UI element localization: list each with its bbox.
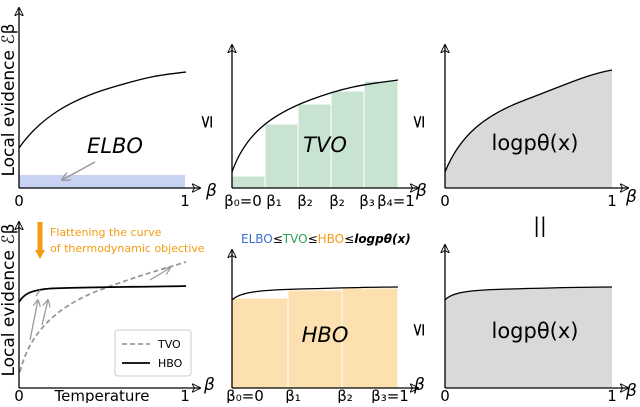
x-tick: β₁ — [266, 192, 282, 210]
tvo-curve — [19, 261, 187, 373]
y-label: Local evidence ℰβ — [0, 223, 19, 376]
x-tick: β₁ — [285, 387, 301, 403]
op: ≤ — [273, 232, 283, 246]
annotation: Flattening the curve — [50, 226, 162, 239]
x-tick: β₂ — [329, 192, 345, 210]
equals: || — [533, 213, 546, 237]
panel-bottom-middle: ELBO≤TVO≤HBO≤logpθ(x) HBO β₀=0 β₁ β₂ β₃=… — [226, 232, 425, 405]
op: ≤ — [344, 232, 354, 246]
term: ELBO — [241, 232, 273, 246]
arrow — [149, 268, 170, 281]
x-tick: β₂ — [337, 387, 353, 403]
x-label: β — [203, 375, 215, 395]
x-tick: β₄=1 — [377, 192, 415, 210]
y-label: Local evidence ℰβ — [0, 23, 19, 176]
label: logpθ(x) — [491, 131, 578, 155]
legend-entry: TVO — [157, 338, 181, 351]
panel-bottom-right: ≤ logpθ(x) 0 1 β — [408, 245, 637, 405]
arrow — [41, 300, 48, 326]
x-title: Temperature — [53, 387, 149, 403]
panel-top-left: Local evidence ℰβ ELBO 0 1 β — [0, 8, 217, 210]
x-tick: 0 — [14, 387, 24, 403]
label: HBO — [302, 323, 349, 347]
bars — [231, 80, 399, 189]
hbo-curve — [18, 285, 187, 303]
x-label: β — [415, 181, 427, 201]
relation: ≤ — [408, 322, 429, 337]
arrow — [29, 300, 38, 341]
x-tick: 0 — [14, 192, 24, 210]
x-label: β — [205, 181, 217, 201]
legend-entry: HBO — [158, 357, 183, 370]
elbo-band — [19, 175, 185, 188]
term: TVO — [282, 232, 308, 246]
panel-bottom-left: Local evidence ℰβ Flattening the curve o… — [0, 222, 215, 405]
x-tick: 1 — [607, 192, 617, 210]
x-label: β — [625, 187, 637, 207]
orange-arrow-head — [35, 250, 45, 259]
label: TVO — [303, 133, 347, 157]
x-tick: 1 — [180, 192, 190, 210]
x-tick: β₂ — [297, 192, 313, 210]
x-tick: 1 — [180, 387, 190, 403]
curve — [18, 71, 187, 149]
area — [445, 70, 612, 188]
label: logpθ(x) — [491, 319, 578, 343]
x-tick: 0 — [440, 192, 450, 210]
legend — [114, 329, 192, 377]
relation: ≤ — [196, 114, 217, 129]
arrow — [62, 161, 96, 180]
curve — [444, 286, 613, 301]
op: ≤ — [308, 232, 318, 246]
x-tick: β₀=0 — [224, 192, 262, 210]
panel-top-right: ≤ logpθ(x) 0 1 β || — [408, 45, 637, 237]
annotation: of thermodynamic objective — [50, 242, 205, 255]
curve — [231, 79, 399, 173]
curve — [231, 286, 399, 301]
arrow — [35, 289, 41, 297]
x-tick: 1 — [607, 387, 617, 403]
term: logpθ(x) — [354, 232, 411, 246]
bars — [231, 287, 399, 389]
area — [445, 287, 612, 388]
inequality: ELBO≤TVO≤HBO≤logpθ(x) — [241, 232, 411, 246]
x-label: β — [413, 375, 425, 395]
x-tick: 0 — [440, 387, 450, 403]
x-tick: β₃=1 — [371, 387, 409, 403]
x-tick: β₀=0 — [226, 387, 264, 403]
curve — [444, 69, 613, 173]
x-tick: β₃ — [359, 192, 375, 210]
x-label: β — [625, 381, 637, 401]
panel-top-middle: ≤ TVO β₀=0 β₁ β₂ β₂ β₃ β₄=1 β — [196, 45, 427, 210]
term: HBO — [318, 232, 345, 246]
label: ELBO — [87, 134, 143, 158]
relation: ≤ — [408, 114, 429, 129]
